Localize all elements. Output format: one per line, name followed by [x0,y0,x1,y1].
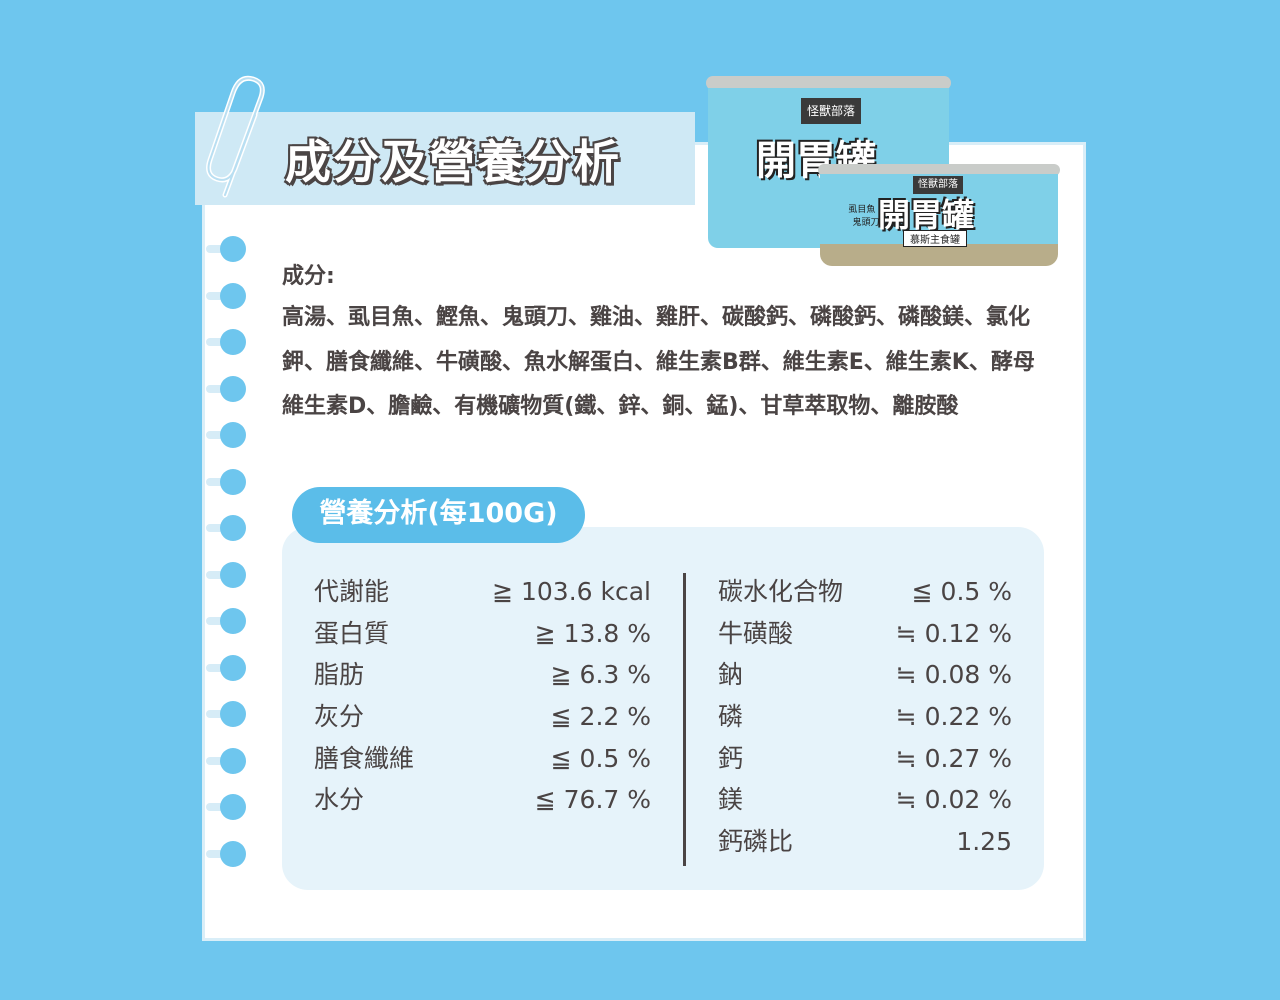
nutrient-value: 1.25 [956,827,1012,857]
nutrition-row: 膳食纖維 ≦ 0.5 % [314,738,651,780]
nutrient-value: ≦ 2.2 % [550,702,651,732]
nutrition-row: 鎂 ≒ 0.02 % [718,779,1012,821]
nutrient-value: ≦ 76.7 % [534,785,651,815]
nutrition-row: 磷 ≒ 0.22 % [718,696,1012,738]
binder-hole [220,515,246,541]
nutrition-row: 牛磺酸 ≒ 0.12 % [718,613,1012,655]
binder-hole [220,561,246,588]
nutrient-value: ≒ 0.22 % [895,702,1012,732]
nutrient-value: ≒ 0.08 % [895,660,1012,690]
page-title: 成分及營養分析 [285,135,621,189]
product-can-small: 怪獸部落 虱目魚 x 鬼頭刀 開胃罐 慕斯主食罐 [818,164,1060,269]
nutrient-name: 鎂 [718,785,744,815]
nutrient-value: ≒ 0.12 % [895,618,1012,648]
nutrient-value: ≧ 6.3 % [550,660,651,690]
nutrition-label: 營養分析(每100G) [292,487,585,543]
nutrient-name: 鈉 [718,660,744,690]
nutrient-value: ≒ 0.02 % [895,785,1012,815]
nutrient-name: 蛋白質 [314,618,390,648]
binder-hole [220,375,246,402]
nutrient-name: 鈣磷比 [718,827,794,857]
binder-hole [220,794,246,820]
binder-hole [220,329,246,355]
nutrition-row: 鈉 ≒ 0.08 % [718,654,1012,696]
nutrient-value: ≦ 0.5 % [911,577,1012,606]
title-band [195,112,695,205]
nutrient-name: 膳食纖維 [314,743,415,773]
binder-hole [220,747,246,774]
paperclip-icon [206,75,265,198]
nutrition-right-column: 碳水化合物 ≦ 0.5 % 牛磺酸 ≒ 0.12 % 鈉 ≒ 0.08 % 磷 ≒ 0.22 … [718,571,1012,863]
nutrition-row: 水分 ≦ 76.7 % [314,779,651,821]
nutrient-name: 代謝能 [314,577,390,606]
nutrient-value: ≧ 13.8 % [534,618,651,648]
column-divider [683,573,686,866]
nutrition-row: 代謝能 ≧ 103.6 kcal [314,571,651,613]
nutrient-name: 脂肪 [314,660,365,690]
nutrition-panel [282,527,1044,890]
nutrition-row: 鈣磷比 1.25 [718,821,1012,863]
nutrient-name: 牛磺酸 [718,618,794,648]
binder-hole [220,236,246,262]
nutrient-name: 鈣 [718,743,744,773]
nutrition-row: 脂肪 ≧ 6.3 % [314,654,651,696]
binder-hole [220,468,246,495]
nutrient-value: ≒ 0.27 % [895,743,1012,773]
nutrient-name: 灰分 [314,702,365,732]
binder-hole [220,701,246,727]
nutrient-name: 磷 [718,702,744,732]
nutrient-name: 碳水化合物 [718,577,844,606]
binder-hole [220,422,246,448]
binder-hole [220,840,246,867]
nutrition-row: 灰分 ≦ 2.2 % [314,696,651,738]
nutrition-row: 鈣 ≒ 0.27 % [718,738,1012,780]
nutrient-value: ≧ 103.6 kcal [492,577,651,606]
nutrition-row: 碳水化合物 ≦ 0.5 % [718,571,1012,613]
nutrition-row: 蛋白質 ≧ 13.8 % [314,613,651,655]
binder-hole [220,282,246,309]
nutrition-left-column: 代謝能 ≧ 103.6 kcal 蛋白質 ≧ 13.8 % 脂肪 ≧ 6.3 % 灰分 ≦ 2… [314,571,651,821]
nutrient-value: ≦ 0.5 % [550,743,651,773]
ingredients-label: 成分: [282,264,335,289]
ingredients-text: 高湯、虱目魚、鰹魚、鬼頭刀、雞油、雞肝、碳酸鈣、磷酸鈣、磷酸鎂、氯化鉀、膳食纖維… [282,305,1035,419]
binder-hole [220,654,246,681]
nutrient-name: 水分 [314,785,365,815]
binder-hole [220,608,246,634]
